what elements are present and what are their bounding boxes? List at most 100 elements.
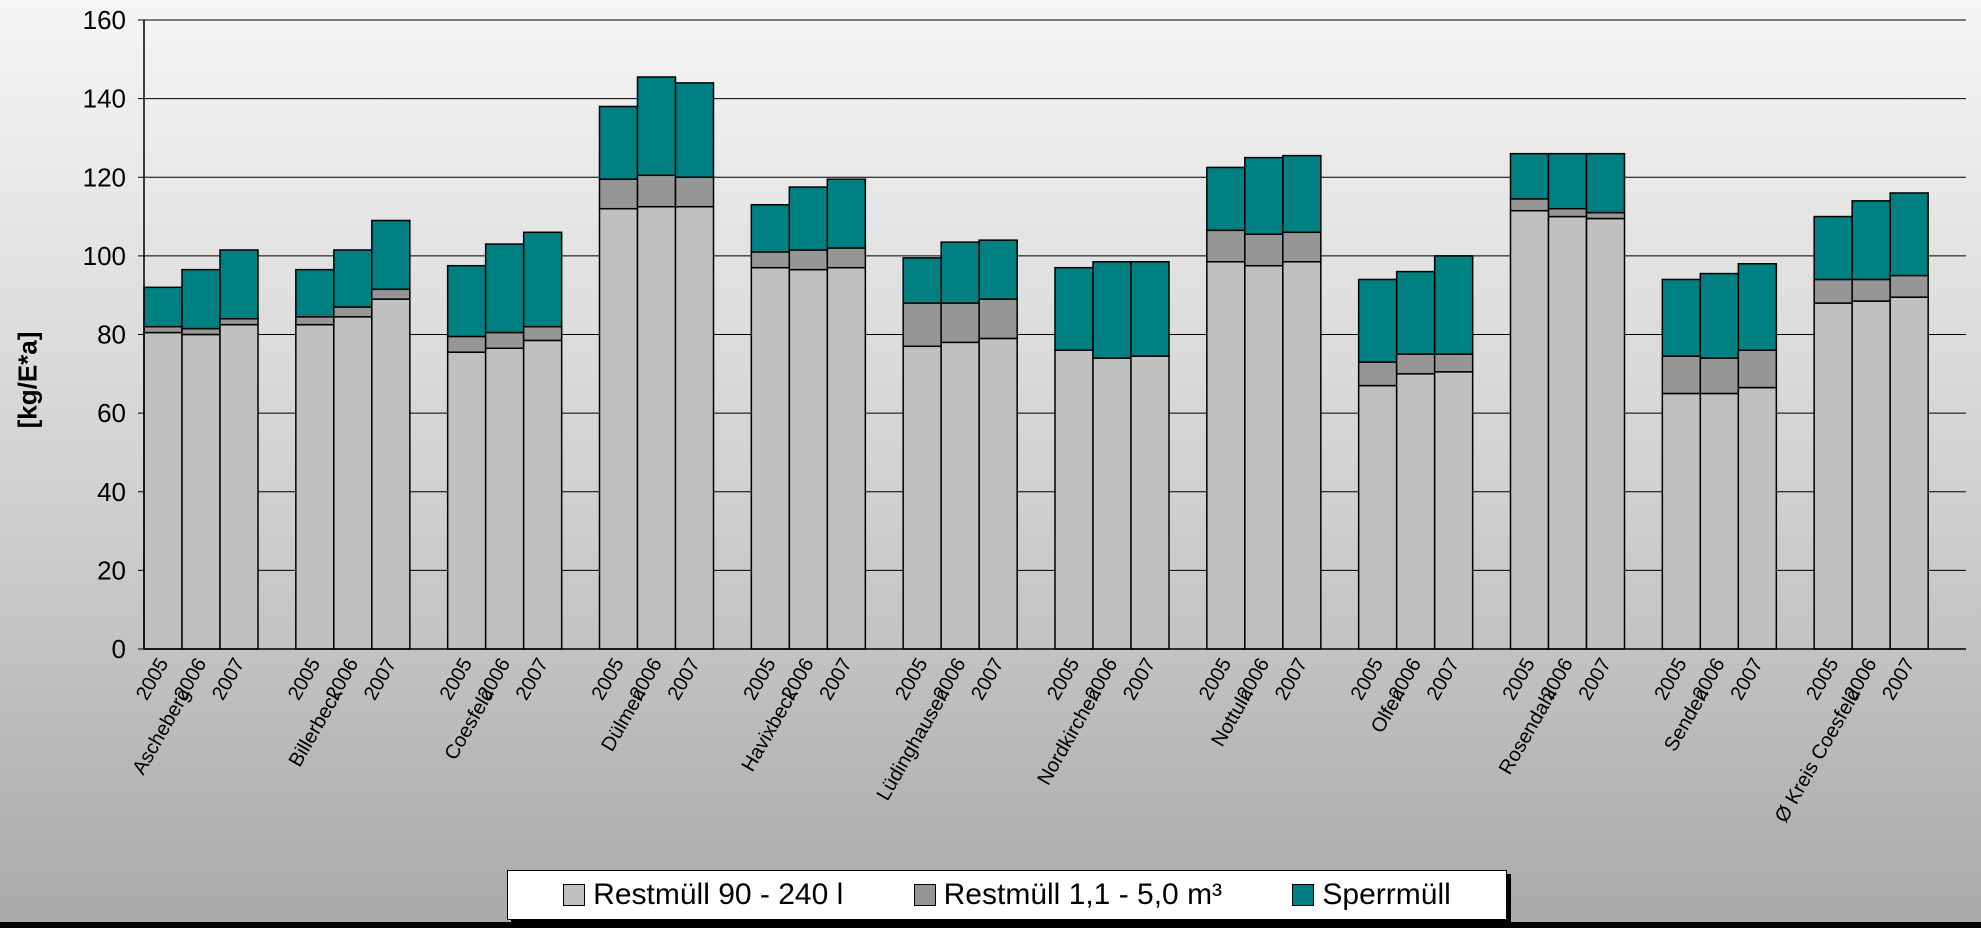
bar-segment-restmuell-klein bbox=[484, 347, 525, 650]
bar-segment-restmuell-klein bbox=[1889, 296, 1929, 650]
x-tick-label-group: Lüdinghausen bbox=[873, 685, 955, 805]
bar-segment-sperrmuell bbox=[1206, 166, 1246, 232]
bar-segment-restmuell-klein bbox=[1357, 384, 1398, 650]
bar-segment-restmuell-gross bbox=[674, 176, 715, 208]
bar-segment-restmuell-klein bbox=[674, 205, 715, 650]
bar-segment-restmuell-gross bbox=[902, 302, 942, 348]
x-tick-label-year: 2005 bbox=[1499, 655, 1540, 705]
bar-segment-restmuell-gross bbox=[1813, 278, 1853, 304]
x-tick-label-year: 2007 bbox=[512, 655, 553, 705]
bar-segment-restmuell-klein bbox=[750, 266, 791, 650]
x-tick-label-year: 2007 bbox=[1423, 655, 1464, 705]
bar-segment-sperrmuell bbox=[1130, 261, 1170, 357]
bar-segment-restmuell-klein bbox=[636, 205, 677, 650]
bar-segment-restmuell-gross bbox=[1244, 233, 1284, 267]
legend-swatch-restmuell-klein bbox=[563, 884, 586, 906]
bar-segment-sperrmuell bbox=[1433, 255, 1474, 355]
bar-segment-restmuell-gross bbox=[181, 327, 221, 336]
x-tick-label-group: Nordkirchen bbox=[1033, 685, 1106, 789]
x-tick-label-year: 2005 bbox=[1347, 655, 1388, 705]
bar-segment-restmuell-klein bbox=[902, 345, 942, 650]
bar-segment-restmuell-klein bbox=[788, 268, 829, 650]
bar-segment-restmuell-klein bbox=[371, 298, 411, 650]
bar-segment-sperrmuell bbox=[674, 82, 715, 178]
x-tick-label-year: 2005 bbox=[436, 655, 477, 705]
legend-item-restmuell-klein: Restmüll 90 - 240 l bbox=[563, 878, 843, 912]
bar-segment-restmuell-gross bbox=[219, 318, 259, 326]
bar-segment-restmuell-klein bbox=[1851, 300, 1891, 650]
bar-segment-restmuell-gross bbox=[1585, 211, 1626, 220]
x-tick-label-group: Ascheberg bbox=[128, 685, 195, 779]
axes bbox=[138, 19, 1966, 650]
bar-segment-restmuell-gross bbox=[788, 249, 829, 271]
bottom-border bbox=[0, 922, 1981, 928]
x-tick-label-year: 2007 bbox=[815, 655, 856, 705]
y-tick-label: 160 bbox=[83, 5, 126, 35]
bar-segment-restmuell-klein bbox=[522, 339, 563, 650]
x-tick-label-year: 2007 bbox=[1878, 655, 1919, 705]
bar-segment-restmuell-klein bbox=[940, 341, 980, 650]
bar-segment-sperrmuell bbox=[143, 286, 183, 328]
bar-segment-restmuell-klein bbox=[1092, 357, 1132, 650]
x-tick-label-year: 2005 bbox=[1802, 655, 1843, 705]
bar-segment-sperrmuell bbox=[636, 76, 677, 177]
bar-segment-restmuell-gross bbox=[371, 288, 411, 300]
bar-segment-restmuell-klein bbox=[1813, 302, 1853, 650]
bar-segment-restmuell-klein bbox=[1282, 261, 1322, 650]
bar-segment-sperrmuell bbox=[219, 249, 259, 320]
y-tick-label: 60 bbox=[97, 398, 126, 428]
bar-segment-sperrmuell bbox=[1547, 152, 1588, 210]
x-tick-label-year: 2007 bbox=[360, 655, 401, 705]
bar-segment-restmuell-klein bbox=[1509, 209, 1550, 650]
legend: Restmüll 90 - 240 l Restmüll 1,1 - 5,0 m… bbox=[507, 870, 1507, 920]
legend-item-sperrmuell: Sperrmüll bbox=[1292, 878, 1451, 912]
bar-segment-restmuell-gross bbox=[1851, 278, 1891, 302]
bar-segment-sperrmuell bbox=[333, 249, 373, 308]
y-tick-label: 120 bbox=[83, 162, 126, 192]
x-tick-label-year: 2007 bbox=[664, 655, 705, 705]
bar-segment-restmuell-klein bbox=[1737, 386, 1778, 650]
legend-label-restmuell-klein: Restmüll 90 - 240 l bbox=[593, 878, 844, 911]
bar-segment-sperrmuell bbox=[181, 268, 221, 330]
x-tick-label-year: 2007 bbox=[1119, 655, 1160, 705]
y-tick-label: 40 bbox=[97, 477, 126, 507]
x-tick-label-group: Olfen bbox=[1367, 685, 1410, 737]
y-tick-labels: 0 20 40 60 80 100 120 140 160 bbox=[83, 5, 126, 664]
bar-segment-sperrmuell bbox=[1737, 262, 1778, 351]
y-tick-label: 100 bbox=[83, 241, 126, 271]
bar-segment-sperrmuell bbox=[1357, 278, 1398, 363]
bar-segment-restmuell-gross bbox=[1737, 349, 1778, 389]
bars bbox=[143, 76, 1929, 650]
bar-segment-restmuell-klein bbox=[1661, 392, 1702, 650]
x-tick-label-group: Ø Kreis Coesfeld bbox=[1771, 685, 1866, 827]
bar-segment-sperrmuell bbox=[788, 186, 829, 251]
bar-segment-sperrmuell bbox=[295, 268, 335, 318]
x-tick-label-year: 2005 bbox=[891, 655, 932, 705]
x-tick-label-year: 2005 bbox=[739, 655, 780, 705]
x-tick-label-year: 2005 bbox=[588, 655, 629, 705]
bar-segment-restmuell-gross bbox=[295, 316, 335, 326]
bar-segment-restmuell-gross bbox=[1282, 231, 1322, 263]
bar-segment-sperrmuell bbox=[750, 204, 791, 253]
legend-label-restmuell-gross: Restmüll 1,1 - 5,0 m³ bbox=[943, 878, 1223, 911]
bar-segment-restmuell-gross bbox=[978, 298, 1018, 340]
bar-segment-sperrmuell bbox=[1889, 192, 1929, 277]
bar-segment-restmuell-klein bbox=[598, 207, 639, 650]
bar-segment-restmuell-gross bbox=[1661, 355, 1702, 395]
bar-segment-sperrmuell bbox=[484, 243, 525, 334]
bar-segment-restmuell-gross bbox=[484, 331, 525, 350]
y-tick-label: 140 bbox=[83, 84, 126, 114]
bar-segment-restmuell-klein bbox=[1585, 217, 1626, 650]
y-tick-label: 20 bbox=[97, 555, 126, 585]
x-tick-label-year: 2005 bbox=[1650, 655, 1691, 705]
bar-segment-restmuell-klein bbox=[826, 266, 867, 650]
x-tick-label-year: 2007 bbox=[967, 655, 1008, 705]
bar-segment-restmuell-klein bbox=[333, 316, 373, 650]
y-tick-label: 80 bbox=[97, 320, 126, 350]
bar-segment-restmuell-gross bbox=[636, 174, 677, 208]
bar-segment-restmuell-gross bbox=[1395, 353, 1436, 375]
bar-segment-restmuell-klein bbox=[978, 337, 1018, 650]
bar-segment-restmuell-klein bbox=[219, 323, 259, 650]
x-tick-label-year: 2005 bbox=[1043, 655, 1084, 705]
y-axis-label: [kg/E*a] bbox=[12, 331, 43, 429]
